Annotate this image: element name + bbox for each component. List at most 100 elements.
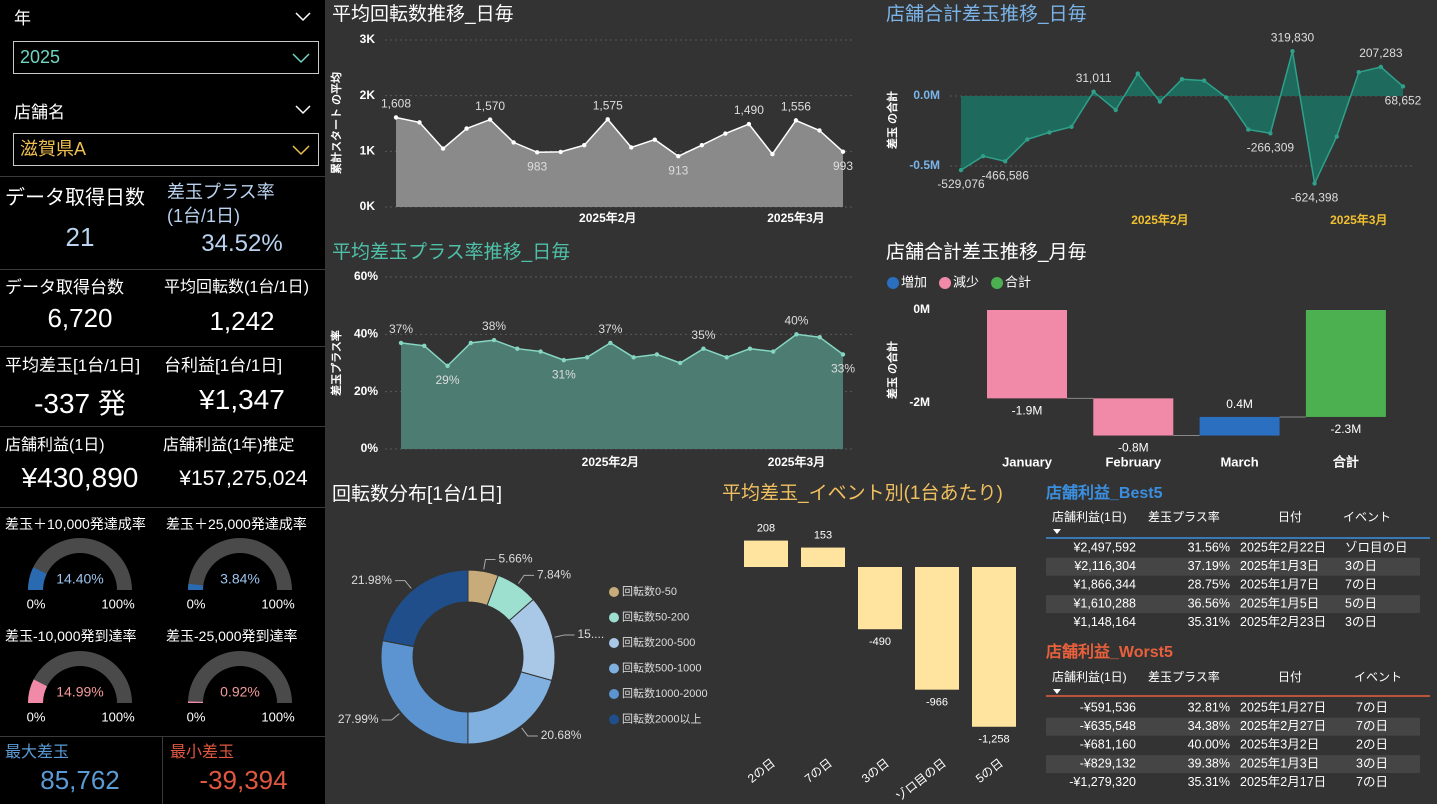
marker [1113,107,1118,113]
marker [654,352,660,357]
data-label: -1.9M [1012,404,1043,418]
table-cell: ¥2,497,592 [1072,540,1136,554]
legend-label: 回転数500-1000 [622,661,702,674]
chevron[interactable] [295,105,311,115]
marker [608,340,613,346]
marker [1047,130,1052,135]
slicer-dropdown[interactable]: 滋賀県A [13,133,319,166]
marker [1157,99,1163,104]
data-label: -1,258 [978,734,1009,746]
sort-arrow [1053,529,1061,534]
row-stripe [1046,717,1420,736]
y-tick-label: 0% [361,441,379,455]
marker [538,349,543,354]
legend-label: 回転数1000-2000 [622,687,708,700]
gauge-track [28,651,132,703]
table-cell: -¥1,279,320 [1069,775,1136,789]
x-tick-label: 2025年3月 [1330,212,1387,227]
table-cell: 37.19% [1188,559,1230,573]
table-cell: 35.31% [1188,615,1230,629]
kpi-value: 6,720 [47,303,113,333]
marker [1003,159,1008,164]
marker [980,154,986,159]
x-tick-label: 5の日 [973,756,1006,786]
marker [393,115,399,120]
kpi-label: 最小差玉 [170,744,235,761]
kpi-label: 差玉プラス率(1台/1日) [167,182,275,226]
legend-label: 回転数2000以上 [622,712,701,725]
x-tick-label: 7の日 [802,756,835,786]
x-tick-label: 2025年3月 [767,210,824,225]
data-label: 33% [831,362,855,376]
slicer-label: 店舗名 [14,103,65,122]
marker [817,335,822,340]
marker [1356,70,1362,75]
legend-marker [609,638,619,648]
chevron [292,145,310,156]
sort-arrow [1053,689,1061,694]
gauge-max: 100% [261,709,295,724]
divider [0,176,325,177]
data-label: -0.8M [1118,441,1149,455]
kpi-value: ¥430,890 [21,462,139,493]
gauge-title: 差玉-10,000発到達率 [5,628,137,644]
y-tick-label: 1K [360,144,376,158]
chart-title: 平均差玉_イベント別(1台あたり) [722,482,1003,504]
column-header: 店舗利益(1日) [1052,510,1127,524]
table-cell: -¥681,160 [1080,738,1136,752]
data-label: 1,575 [593,98,623,112]
data-label: 35% [691,328,715,342]
data-label: 993 [833,159,853,173]
gauge-track [28,538,132,590]
marker [1179,77,1185,82]
x-tick-label: February [1105,454,1161,469]
marker [558,149,563,155]
kpi-value: -39,394 [199,765,288,795]
x-tick-label: 2025年2月 [582,454,639,469]
table-cell: ゾロ目の日 [1345,540,1408,554]
table-cell: 39.38% [1188,756,1230,770]
gauge-min: 0% [27,596,46,611]
data-label: 983 [527,159,547,173]
kpi-value: ¥1,347 [199,384,285,415]
marker [701,346,706,351]
y-tick-label: 40% [354,327,378,341]
y-axis-title: 累計スタート の平均 [329,72,343,174]
data-label: 153 [814,529,832,541]
x-tick-label: 2025年3月 [768,454,825,469]
marker [1135,71,1141,76]
leader-line [521,727,538,737]
kpi-value: 34.52% [201,230,283,257]
table-cell: 40.00% [1188,738,1230,752]
gauge: 14.40% 0% 100% [27,538,135,611]
slice [467,671,553,745]
x-tick-label: 3の日 [859,756,892,786]
divider [0,507,325,508]
table-cell: 7の日 [1356,719,1388,733]
chevron[interactable] [295,12,311,22]
x-tick-label: 2の日 [745,756,778,786]
legend-label: 回転数200-500 [622,636,695,649]
slicer-dropdown[interactable]: 2025 [13,41,319,74]
data-label: 37% [598,322,622,336]
y-tick-label: 60% [354,269,378,283]
gauge-track [188,538,292,590]
x-tick-label: 2025年2月 [579,210,636,225]
gauge: 3.84% 0% 100% [187,538,295,611]
data-label: 1,490 [734,103,764,117]
x-tick-label: ゾロ目の日 [893,756,949,804]
marker [582,143,587,148]
x-tick-label: March [1220,454,1258,469]
divider [0,346,325,347]
y-axis-title: 差玉 の合計 [885,91,899,149]
gauge-max: 100% [101,709,135,724]
slicer-value: 滋賀県A [20,139,87,159]
legend-marker [609,612,619,623]
table-cell: 2025年1月7日 [1240,578,1319,592]
leader-line [517,574,535,584]
chart-title: 店舗合計差玉推移_月毎 [886,241,1087,263]
leader-line [381,713,400,721]
row-stripe [1046,755,1420,774]
divider [0,426,325,427]
